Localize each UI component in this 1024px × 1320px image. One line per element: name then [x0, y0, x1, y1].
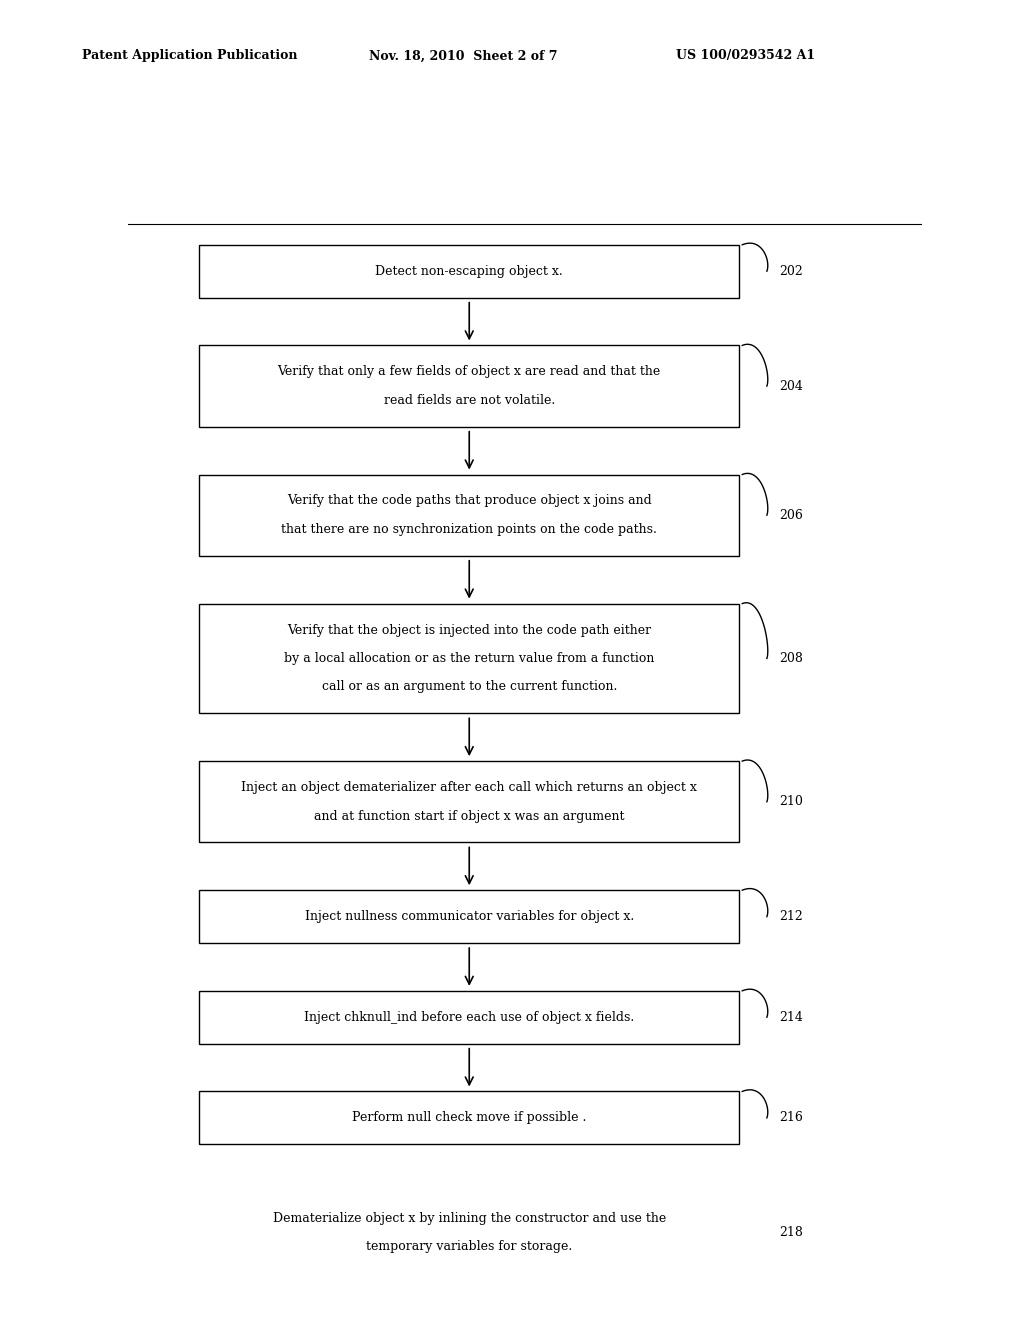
- Text: that there are no synchronization points on the code paths.: that there are no synchronization points…: [282, 523, 657, 536]
- Text: Perform null check move if possible .: Perform null check move if possible .: [352, 1111, 587, 1125]
- Bar: [200, 1092, 739, 1144]
- Text: Nov. 18, 2010  Sheet 2 of 7: Nov. 18, 2010 Sheet 2 of 7: [369, 49, 557, 62]
- Text: 208: 208: [778, 652, 803, 665]
- Text: Verify that the code paths that produce object x joins and: Verify that the code paths that produce …: [287, 495, 651, 507]
- Text: 204: 204: [778, 380, 803, 392]
- Text: 214: 214: [778, 1011, 803, 1024]
- Bar: [200, 244, 739, 297]
- Text: Detect non-escaping object x.: Detect non-escaping object x.: [376, 265, 563, 277]
- Text: 212: 212: [778, 909, 803, 923]
- Text: read fields are not volatile.: read fields are not volatile.: [384, 393, 555, 407]
- Bar: [200, 890, 739, 942]
- Text: 210: 210: [778, 795, 803, 808]
- Bar: [200, 762, 739, 842]
- Text: 218: 218: [778, 1226, 803, 1239]
- Text: Verify that the object is injected into the code path either: Verify that the object is injected into …: [287, 623, 651, 636]
- Text: 202: 202: [778, 265, 803, 277]
- Bar: [200, 1192, 739, 1274]
- Text: Patent Application Publication: Patent Application Publication: [82, 49, 297, 62]
- Bar: [200, 346, 739, 426]
- Text: temporary variables for storage.: temporary variables for storage.: [367, 1241, 572, 1254]
- Bar: [200, 991, 739, 1044]
- Text: 216: 216: [778, 1111, 803, 1125]
- Text: US 100/0293542 A1: US 100/0293542 A1: [676, 49, 815, 62]
- Text: by a local allocation or as the return value from a function: by a local allocation or as the return v…: [284, 652, 654, 665]
- Text: Verify that only a few fields of object x are read and that the: Verify that only a few fields of object …: [278, 366, 660, 379]
- Text: Inject an object dematerializer after each call which returns an object x: Inject an object dematerializer after ea…: [242, 781, 697, 795]
- Text: call or as an argument to the current function.: call or as an argument to the current fu…: [322, 680, 616, 693]
- Text: Dematerialize object x by inlining the constructor and use the: Dematerialize object x by inlining the c…: [272, 1212, 666, 1225]
- Text: 206: 206: [778, 508, 803, 521]
- Text: and at function start if object x was an argument: and at function start if object x was an…: [314, 809, 625, 822]
- Bar: [200, 474, 739, 556]
- Bar: [200, 603, 739, 713]
- Text: Inject nullness communicator variables for object x.: Inject nullness communicator variables f…: [304, 909, 634, 923]
- Text: Inject chknull_ind before each use of object x fields.: Inject chknull_ind before each use of ob…: [304, 1011, 635, 1024]
